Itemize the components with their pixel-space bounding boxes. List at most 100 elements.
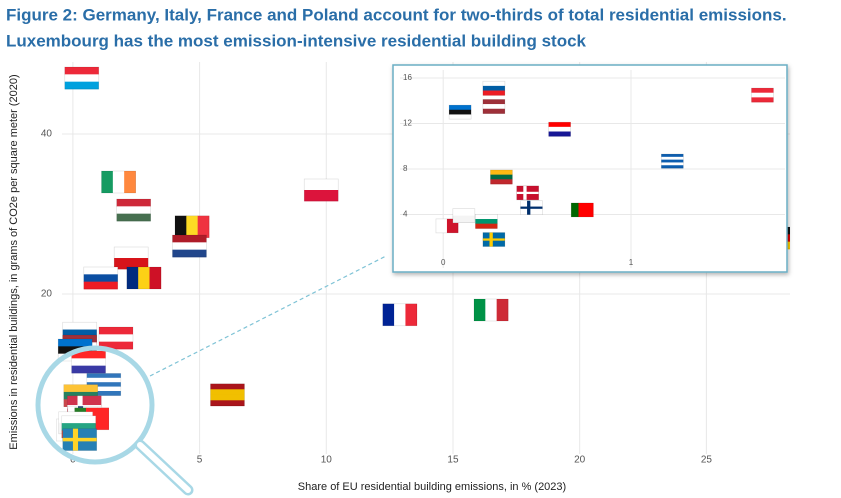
flag-border	[116, 198, 152, 222]
flag-stripe	[116, 199, 151, 207]
flag-border	[548, 121, 571, 137]
x-tick-label: 1	[629, 258, 634, 267]
x-tick-label: 10	[321, 455, 333, 466]
flag-stripe	[83, 281, 118, 290]
flag-stripe	[116, 213, 151, 222]
flag-stripe	[661, 165, 684, 169]
flag-stripe	[98, 341, 133, 350]
handle-inner	[137, 442, 191, 493]
flag-cross	[516, 191, 539, 195]
flag-point	[520, 200, 543, 215]
flag-stripe	[62, 329, 97, 338]
flag-stripe	[751, 97, 774, 103]
flag-border	[490, 169, 513, 185]
flag-stripe	[86, 386, 121, 392]
flag-point	[452, 208, 476, 223]
flag-cross	[482, 238, 505, 241]
x-tick-label: 20	[574, 455, 586, 466]
flag-stripe	[58, 339, 93, 347]
flag-stripe	[578, 202, 587, 217]
x-tick-label: 5	[197, 455, 203, 466]
flag-stripe	[571, 202, 579, 217]
flag-stripe	[475, 214, 498, 220]
flag-border	[83, 266, 119, 290]
flag-point	[98, 326, 134, 350]
y-tick-label: 40	[41, 129, 53, 140]
flag-point	[71, 350, 106, 374]
flag-stripe	[490, 174, 513, 180]
chart-subtitle: Luxembourg has the most emission-intensi…	[6, 31, 587, 50]
flag-stripe	[186, 215, 198, 238]
flag-stripe	[485, 299, 497, 321]
flag-border	[98, 326, 134, 350]
flag-stripe	[149, 267, 162, 289]
flag-stripe	[304, 190, 339, 202]
flag-stripe	[449, 109, 472, 115]
flag-stripe	[98, 334, 133, 342]
flag-cross	[62, 437, 97, 442]
flag-stripe	[210, 389, 245, 396]
flag-stripe	[548, 122, 571, 128]
y-tick-label: 12	[403, 119, 412, 128]
flag-stripe	[62, 335, 97, 343]
flag-border	[86, 373, 122, 396]
flag-stripe	[71, 365, 106, 374]
flag-point	[482, 232, 506, 247]
flag-border	[303, 178, 339, 202]
flag-stripe	[661, 156, 684, 160]
flag-point	[570, 202, 594, 218]
flag-stripe	[71, 351, 106, 359]
flag-point	[473, 298, 509, 322]
flag-stripe	[172, 242, 207, 250]
flag-stripe	[114, 247, 149, 259]
flag-border	[482, 232, 506, 247]
flag-border	[751, 87, 774, 103]
flag-stripe	[482, 90, 505, 96]
flag-border	[71, 350, 106, 374]
flag-stripe	[86, 377, 121, 383]
flag-border	[482, 99, 506, 114]
flag-stripe	[482, 108, 505, 114]
flag-stripe	[304, 179, 339, 191]
flag-stripe	[124, 171, 136, 193]
connector	[149, 255, 387, 377]
flag-stripe	[86, 373, 121, 379]
flag-stripe	[548, 126, 571, 132]
y-tick-label: 20	[41, 289, 53, 300]
flag-stripe	[435, 218, 448, 233]
flag-stripe	[751, 88, 774, 94]
flag-stripe	[61, 415, 96, 424]
flag-stripe	[97, 407, 109, 430]
flag-point	[661, 153, 684, 169]
flag-stripe	[101, 171, 114, 193]
flag-stripe	[382, 303, 395, 326]
flag-cross	[520, 206, 543, 209]
flag-stripe	[86, 391, 121, 396]
flag-border	[172, 234, 207, 258]
flag-border	[570, 202, 594, 218]
flag-border	[516, 185, 540, 201]
chart-title: Figure 2: Germany, Italy, France and Pol…	[6, 5, 787, 24]
flag-point	[126, 266, 162, 290]
x-tick-label: 0	[441, 258, 446, 267]
flag-stripe	[452, 215, 475, 223]
flag-point	[548, 121, 571, 137]
flag-stripe	[172, 249, 207, 258]
flag-stripe	[473, 299, 486, 321]
flag-point	[86, 373, 122, 396]
flag-point	[448, 104, 472, 120]
flag-stripe	[86, 382, 121, 387]
flag-stripe	[126, 267, 139, 289]
flag-stripe	[64, 81, 99, 90]
flag-stripe	[63, 384, 98, 393]
flag-stripe	[475, 219, 498, 224]
flag-stripe	[661, 159, 684, 163]
flag-stripe	[446, 218, 459, 233]
flag-border	[64, 66, 100, 90]
flag-stripe	[661, 162, 684, 166]
flag-stripe	[138, 267, 150, 289]
flag-border	[62, 428, 98, 451]
x-tick-label: 25	[701, 455, 713, 466]
flag-point	[113, 246, 149, 270]
